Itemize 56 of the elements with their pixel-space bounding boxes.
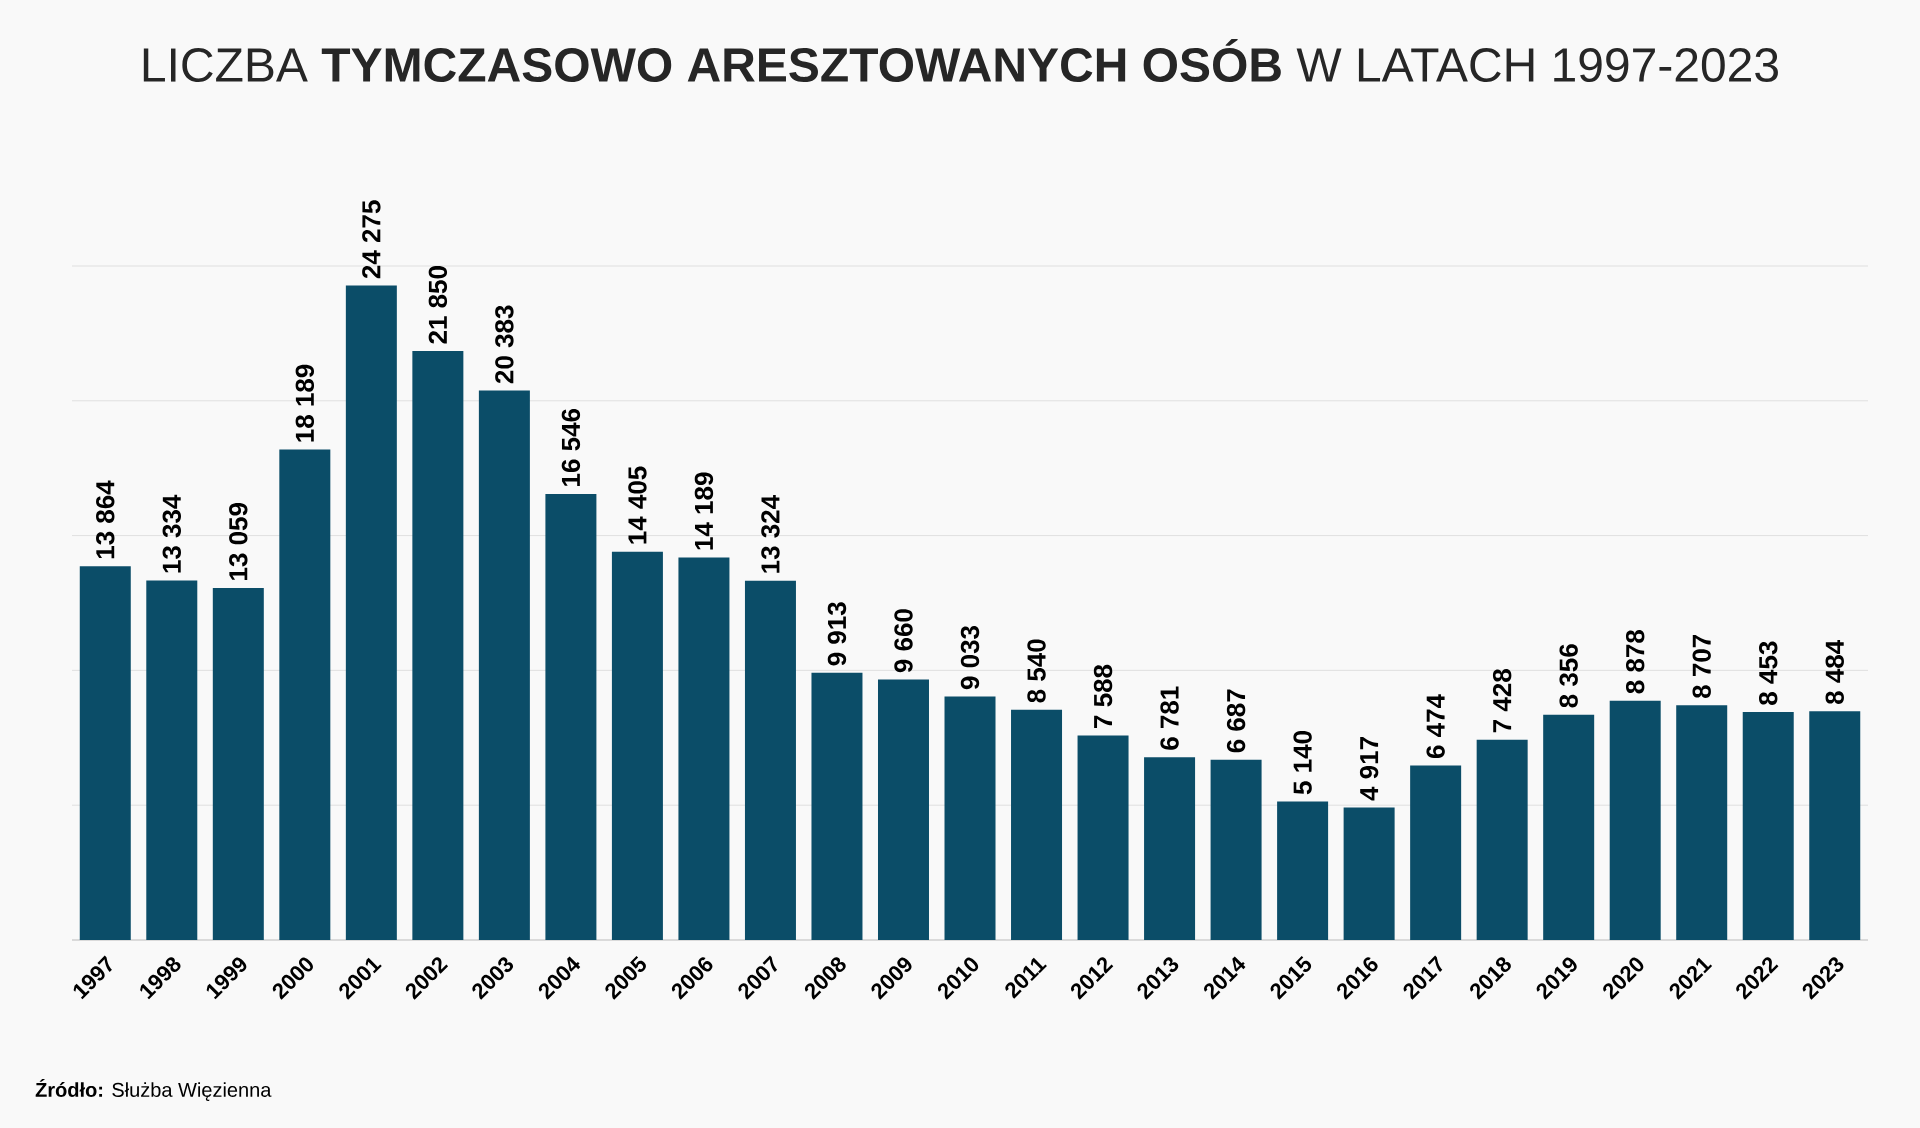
bar <box>79 566 131 940</box>
bar <box>1343 807 1395 940</box>
bar <box>678 557 730 940</box>
chart-title: LICZBA TYMCZASOWO ARESZTOWANYCH OSÓB W LATACH 1997-2023 <box>143 39 1778 83</box>
data-label: 6 687 <box>1226 689 1246 753</box>
bar <box>412 350 464 940</box>
bar <box>545 493 597 940</box>
bar <box>878 679 929 940</box>
data-label: 8 356 <box>1559 644 1578 708</box>
data-label: 9 033 <box>960 625 980 690</box>
bar <box>1410 765 1462 940</box>
data-label: 21 850 <box>428 266 448 344</box>
bar <box>944 696 996 940</box>
bar <box>1742 712 1794 940</box>
data-label: 9 913 <box>827 602 847 666</box>
bar <box>744 580 796 940</box>
bar <box>1476 739 1528 940</box>
data-label: 24 275 <box>362 200 381 279</box>
bar <box>1609 700 1661 940</box>
data-label: 14 189 <box>694 472 714 550</box>
data-label: 13 864 <box>96 480 115 559</box>
bar <box>478 390 530 940</box>
data-label: 16 546 <box>561 408 581 486</box>
data-label: 6 474 <box>1426 694 1445 759</box>
data-label: 9 660 <box>894 609 913 673</box>
bar <box>279 449 331 940</box>
bar <box>1277 801 1329 940</box>
data-label: 6 781 <box>1160 686 1179 750</box>
bar <box>1011 709 1063 940</box>
bar <box>1809 711 1861 940</box>
bar <box>1676 705 1728 940</box>
bar <box>611 551 663 940</box>
bar <box>1210 759 1262 940</box>
bar <box>1543 714 1595 940</box>
data-label: 8 878 <box>1625 629 1645 694</box>
data-label: 13 324 <box>761 495 780 573</box>
data-label: 13 334 <box>162 494 181 573</box>
data-label: 7 588 <box>1093 664 1113 728</box>
data-label: 18 189 <box>295 364 315 442</box>
data-label: 8 707 <box>1692 634 1711 699</box>
data-label: 8 484 <box>1825 639 1844 705</box>
data-label: 14 405 <box>628 466 647 544</box>
text: Źródło: Służba Więzienna <box>35 1079 272 1101</box>
bar <box>212 587 264 940</box>
data-label: 7 428 <box>1492 669 1512 733</box>
bar <box>811 672 863 940</box>
bar <box>1077 735 1129 940</box>
bar <box>345 285 397 940</box>
data-label: 20 383 <box>495 305 514 384</box>
data-label: 4 917 <box>1359 737 1379 801</box>
data-label: 8 540 <box>1027 639 1046 703</box>
bar <box>146 580 198 940</box>
bar <box>1144 757 1196 940</box>
data-label: 13 059 <box>229 503 248 580</box>
data-label: 5 140 <box>1293 731 1312 795</box>
data-label: 8 453 <box>1759 641 1778 705</box>
